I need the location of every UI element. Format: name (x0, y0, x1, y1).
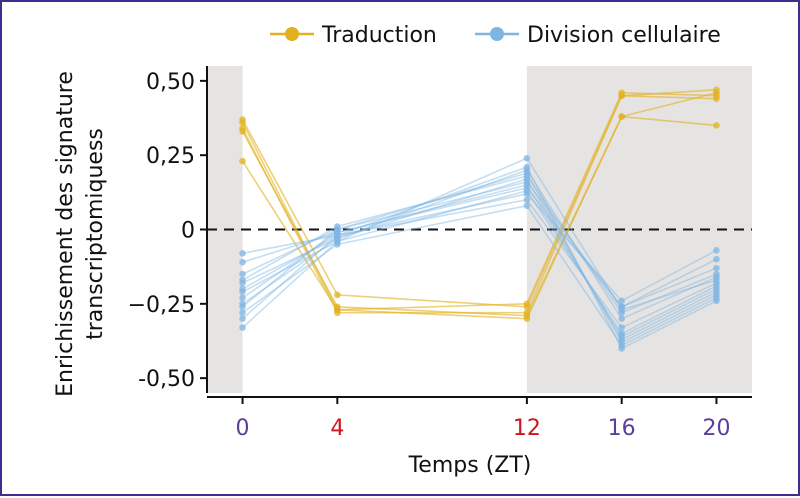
series-0-point-0-1 (334, 291, 341, 299)
series-1-point-12-1 (334, 238, 341, 245)
series-1-point-10-2 (523, 202, 531, 210)
y-tick-label-0: 0,50 (146, 70, 195, 95)
y-tick-label-4: -0,50 (138, 367, 195, 392)
series-1-point-11-0 (239, 315, 246, 322)
series-1-point-8-2 (523, 175, 531, 183)
series-1-point-9-0 (239, 303, 246, 311)
x-tick-label-4: 20 (702, 416, 730, 441)
series-0-point-1-2 (523, 300, 531, 308)
series-0-point-2-4 (713, 95, 720, 102)
series-0-point-4-1 (334, 306, 341, 314)
series-0-point-4-4 (713, 89, 720, 97)
series-1-point-5-2 (523, 196, 531, 204)
legend-swatch-dot-0 (285, 27, 299, 41)
series-1-point-2-4 (713, 264, 720, 272)
x-tick-label-0: 0 (236, 416, 250, 441)
series-1-point-6-0 (239, 288, 246, 296)
y-axis-label-line-1: Enrichissement des signature (53, 71, 78, 397)
axes-layer: 0,50 0,25 0 −0,25 -0,50 0 4 12 16 20 (128, 66, 752, 441)
series-0-point-4-2 (523, 315, 531, 322)
series-1-point-12-4 (713, 276, 720, 284)
series-1-point-1-0 (239, 258, 246, 266)
legend-label-0: Traduction (321, 23, 437, 48)
y-axis-label: Enrichissement des signature transcripto… (53, 71, 108, 397)
series-1-point-11-4 (713, 297, 720, 305)
series-1-point-6-2 (523, 187, 531, 195)
series-1-point-11-3 (618, 345, 625, 352)
y-tick-label-3: −0,25 (128, 293, 195, 318)
series-1-point-7-0 (239, 294, 246, 302)
series-points-layer (239, 86, 720, 352)
y-axis-label-line-2: transcriptomiquess (83, 128, 108, 340)
x-tick-label-3: 16 (608, 416, 636, 441)
series-1-point-7-2 (523, 181, 531, 189)
series-0-point-1-0 (239, 119, 246, 126)
legend-swatch-dot-1 (490, 27, 504, 41)
series-1-point-9-2 (523, 169, 531, 177)
series-1-point-12-3 (618, 306, 625, 314)
series-1-point-2-0 (239, 270, 246, 278)
series-0-point-3-0 (239, 128, 246, 135)
legend-label-1: Division cellulaire (527, 23, 721, 48)
series-1-point-1-4 (713, 255, 720, 263)
series-1-point-0-0 (239, 249, 246, 257)
series-0-point-2-3 (618, 92, 625, 100)
series-1-point-11-2 (523, 163, 531, 171)
series-0-point-3-4 (713, 122, 720, 129)
series-1-point-12-0 (239, 324, 246, 331)
x-tick-label-2: 12 (513, 416, 541, 441)
series-1-point-12-2 (523, 154, 531, 162)
series-0-point-4-3 (618, 113, 625, 120)
series-1-point-11-1 (334, 232, 341, 239)
y-tick-label-1: 0,25 (146, 144, 195, 169)
x-tick-label-1: 4 (330, 416, 344, 441)
x-axis-label: Temps (ZT) (408, 453, 532, 478)
series-1-point-4-0 (239, 279, 246, 287)
series-1-point-0-3 (618, 297, 625, 305)
y-tick-label-2: 0 (181, 219, 195, 244)
legend: Traduction Division cellulaire (270, 23, 721, 48)
series-0-point-4-0 (239, 157, 246, 165)
series-1-point-0-4 (713, 247, 720, 254)
series-1-point-4-3 (618, 315, 625, 322)
series-1-point-9-1 (334, 226, 341, 233)
series-1-point-10-0 (239, 309, 246, 317)
series-1-point-5-3 (618, 324, 625, 331)
